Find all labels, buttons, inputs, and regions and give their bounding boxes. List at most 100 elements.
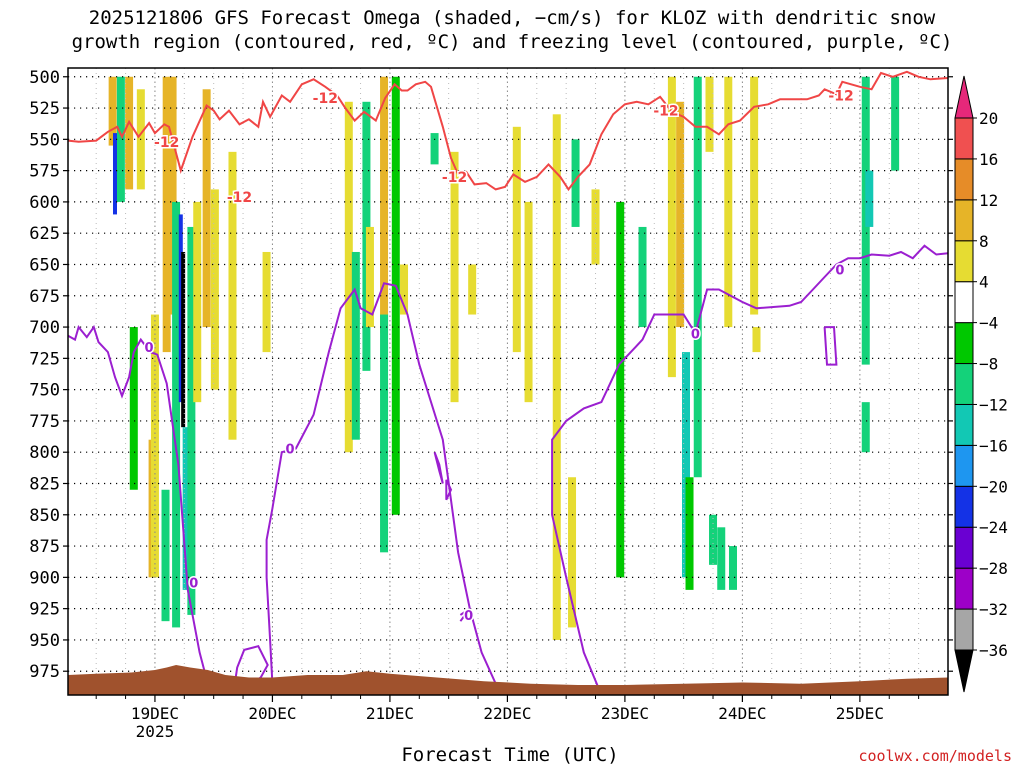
- freezing-contour: [823, 326, 838, 366]
- omega-cell: [717, 527, 726, 590]
- x-year-label: 2025: [136, 722, 175, 741]
- colorbar-swatch: [954, 158, 974, 201]
- dendritic-contour-label: -12: [442, 170, 467, 186]
- colorbar-swatch: [954, 117, 974, 160]
- y-tick-label: 550: [29, 130, 60, 150]
- omega-cell: [344, 101, 353, 453]
- y-tick-label: 800: [29, 443, 60, 463]
- freezing-contour-label: 0: [286, 442, 295, 457]
- colorbar-swatch: [954, 485, 974, 528]
- colorbar-swatch: [954, 240, 974, 283]
- y-tick-label: 775: [29, 412, 60, 432]
- colorbar-swatch: [954, 281, 974, 324]
- x-axis-label: Forecast Time (UTC): [401, 744, 619, 766]
- y-tick-label: 575: [29, 162, 60, 182]
- dendritic-contours: -12 -12 -12 -12 -12 -12: [67, 70, 949, 207]
- dendritic-contour-label: -12: [313, 91, 338, 107]
- omega-cell: [168, 76, 177, 315]
- omega-cell: [380, 76, 389, 334]
- y-tick-label: 500: [29, 68, 60, 88]
- colorbar-swatch: [954, 363, 974, 405]
- omega-cell: [750, 76, 759, 315]
- colorbar-swatch: [954, 444, 974, 487]
- freezing-contour: [459, 607, 471, 622]
- freezing-contour: [433, 451, 444, 484]
- freezing-contour: [265, 282, 509, 696]
- colorbar-tick-label: −36: [979, 641, 1008, 660]
- omega-cell: [728, 546, 737, 590]
- colorbar-swatch: [954, 567, 974, 610]
- freezing-contour-label: 0: [464, 609, 473, 624]
- omega-cell: [210, 189, 219, 390]
- omega-cell: [172, 201, 181, 628]
- y-tick-label: 750: [29, 381, 60, 401]
- omega-cell: [752, 327, 761, 353]
- x-tick-label: 22DEC: [483, 704, 531, 723]
- omega-cell: [181, 251, 186, 428]
- y-tick-label: 850: [29, 506, 60, 526]
- y-tick-label: 900: [29, 568, 60, 588]
- colorbar-tick-label: −20: [979, 477, 1008, 496]
- colorbar-tick-label: −28: [979, 559, 1008, 578]
- y-tick-label: 650: [29, 255, 60, 275]
- credit-link[interactable]: coolwx.com/models: [858, 747, 1012, 765]
- colorbar-tick-label: 4: [979, 273, 989, 292]
- omega-cell: [524, 201, 533, 403]
- colorbar-tick-label: 20: [979, 109, 998, 128]
- freezing-contour: [551, 244, 949, 696]
- omega-cell: [162, 76, 171, 353]
- x-axis: 19DEC 20DEC 21DEC 22DEC 23DEC 24DEC 25DEC 2025: [95, 695, 920, 741]
- y-tick-label: 525: [29, 99, 60, 119]
- colorbar-swatch: [954, 526, 974, 569]
- colorbar: −36 −32 −28 −24 −20 −16 −12 −8 −4 4 8 12 16 20: [954, 75, 1008, 693]
- dendritic-contour: [67, 70, 949, 192]
- colorbar-tick-label: 16: [979, 150, 998, 169]
- y-tick-label: 625: [29, 224, 60, 244]
- omega-cell: [693, 76, 702, 478]
- colorbar-tick-label: 8: [979, 232, 989, 251]
- omega-cell: [450, 151, 459, 403]
- colorbar-tick-label: −16: [979, 436, 1008, 455]
- colorbar-extend-top: [954, 75, 974, 119]
- freezing-contour-label: 0: [835, 263, 844, 278]
- omega-cell: [161, 489, 170, 622]
- colorbar-swatch: [954, 608, 974, 651]
- dendritic-contour-label: -12: [653, 104, 678, 120]
- omega-cell: [468, 264, 477, 315]
- omega-cell: [552, 114, 561, 640]
- omega-cell: [865, 170, 874, 227]
- omega-cell: [861, 402, 870, 453]
- omega-cell: [685, 477, 694, 590]
- x-tick-label: 19DEC: [131, 704, 179, 723]
- terrain-area: [68, 665, 948, 695]
- dendritic-contour-label: -12: [828, 89, 853, 105]
- colorbar-tick-label: −24: [979, 518, 1008, 537]
- terrain-fill: [68, 665, 948, 695]
- omega-cell: [681, 352, 690, 578]
- y-tick-label: 725: [29, 349, 60, 369]
- x-tick-label: 21DEC: [366, 704, 414, 723]
- omega-cell: [571, 139, 580, 227]
- y-tick-label: 675: [29, 287, 60, 307]
- omega-cell: [891, 76, 900, 171]
- freezing-contour-label: 0: [189, 576, 198, 591]
- omega-cell: [125, 76, 134, 190]
- x-tick-label: 20DEC: [248, 704, 296, 723]
- omega-cell: [116, 76, 125, 202]
- freezing-contour-label: 0: [691, 327, 700, 342]
- grid-lines: [68, 68, 948, 695]
- omega-cell: [178, 214, 183, 403]
- omega-cell: [351, 251, 360, 440]
- omega-cell: [638, 226, 647, 328]
- title-line-2: growth region (contoured, red, ºC) and f…: [71, 31, 953, 53]
- omega-cell: [202, 89, 211, 328]
- chart-title: 2025121806 GFS Forecast Omega (shaded, −…: [0, 6, 1024, 54]
- colorbar-tick-label: −4: [979, 314, 998, 333]
- omega-cell: [129, 327, 138, 490]
- colorbar-extend-bottom: [954, 649, 974, 693]
- y-axis: 500 525 550 575 600 625 650 675 700 725 750 775 800 8…: [29, 68, 953, 682]
- omega-cell: [262, 251, 271, 353]
- freezing-level-contours: 0 0 0 0 0 0: [67, 244, 949, 696]
- freezing-contour: [445, 479, 453, 501]
